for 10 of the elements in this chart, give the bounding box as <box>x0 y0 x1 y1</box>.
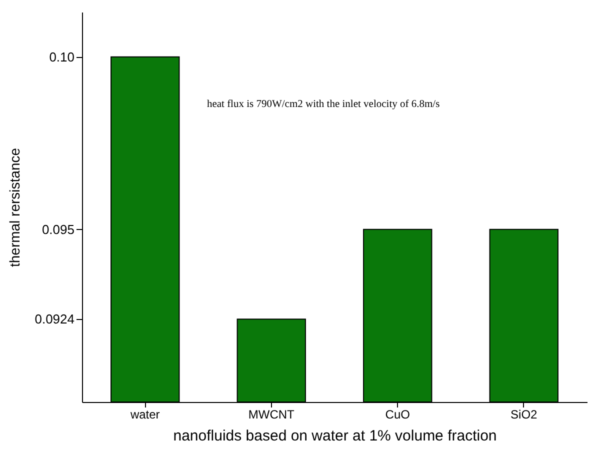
annotation: heat flux is 790W/cm2 with the inlet velocity of 6.8m/s <box>206 99 440 110</box>
x-tick-label: water <box>129 408 160 422</box>
x-tick-label: CuO <box>385 408 410 422</box>
y-tick-label: 0.10 <box>49 49 74 64</box>
y-tick-label: 0.095 <box>42 222 74 237</box>
x-axis-title: nanofluids based on water at 1% volume fraction <box>173 428 497 444</box>
y-axis-title: thermal rersistance <box>6 148 23 268</box>
y-tick-label: 0.0924 <box>34 312 74 327</box>
x-tick-label: SiO2 <box>510 408 538 422</box>
x-tick-label: MWCNT <box>248 408 296 422</box>
